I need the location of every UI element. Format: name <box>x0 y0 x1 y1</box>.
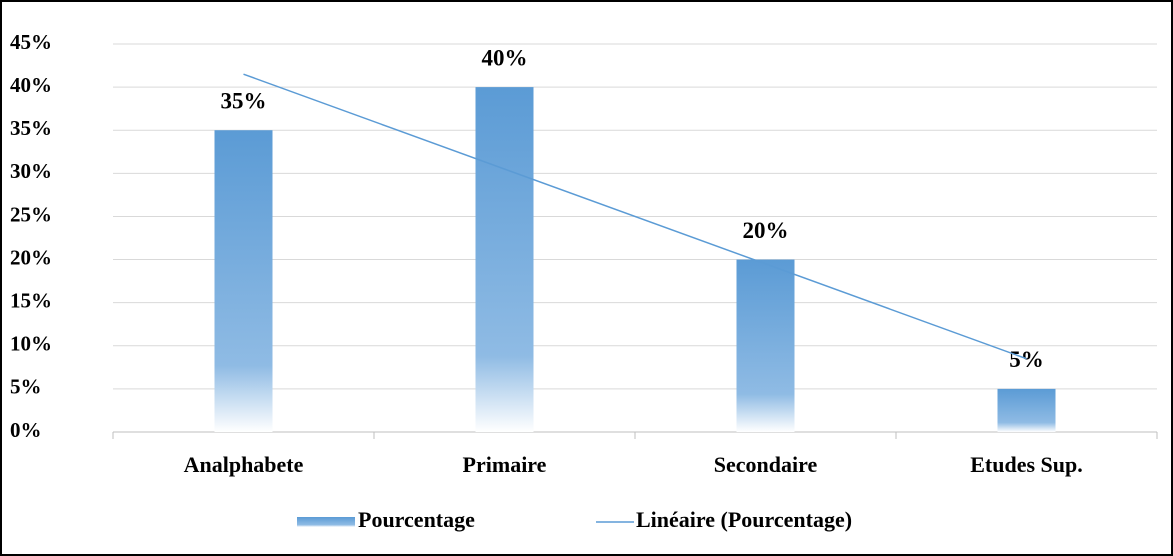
x-tick-label: Etudes Sup. <box>970 452 1083 477</box>
data-label: 35% <box>221 89 267 114</box>
y-tick-label: 35% <box>10 116 52 140</box>
y-tick-label: 20% <box>10 245 52 269</box>
y-tick-label: 30% <box>10 159 52 183</box>
y-tick-label: 10% <box>10 332 52 356</box>
x-tick-label: Primaire <box>463 452 547 477</box>
y-tick-label: 45% <box>10 30 52 54</box>
y-tick-label: 40% <box>10 73 52 97</box>
legend-label: Pourcentage <box>358 507 475 532</box>
y-tick-label: 5% <box>10 375 42 399</box>
data-label: 20% <box>743 218 789 243</box>
x-tick-label: Analphabete <box>184 452 304 477</box>
bar <box>475 87 534 432</box>
y-tick-label: 0% <box>10 418 42 442</box>
y-tick-label: 25% <box>10 202 52 226</box>
legend-label: Linéaire (Pourcentage) <box>636 507 852 532</box>
bar <box>214 130 273 432</box>
x-tick-label: Secondaire <box>714 452 818 477</box>
data-label: 5% <box>1009 347 1044 372</box>
data-label: 40% <box>482 45 528 70</box>
legend-swatch <box>297 517 355 527</box>
bar <box>997 388 1056 432</box>
bar <box>736 259 795 432</box>
y-tick-label: 15% <box>10 288 52 312</box>
trendline <box>243 73 1027 360</box>
